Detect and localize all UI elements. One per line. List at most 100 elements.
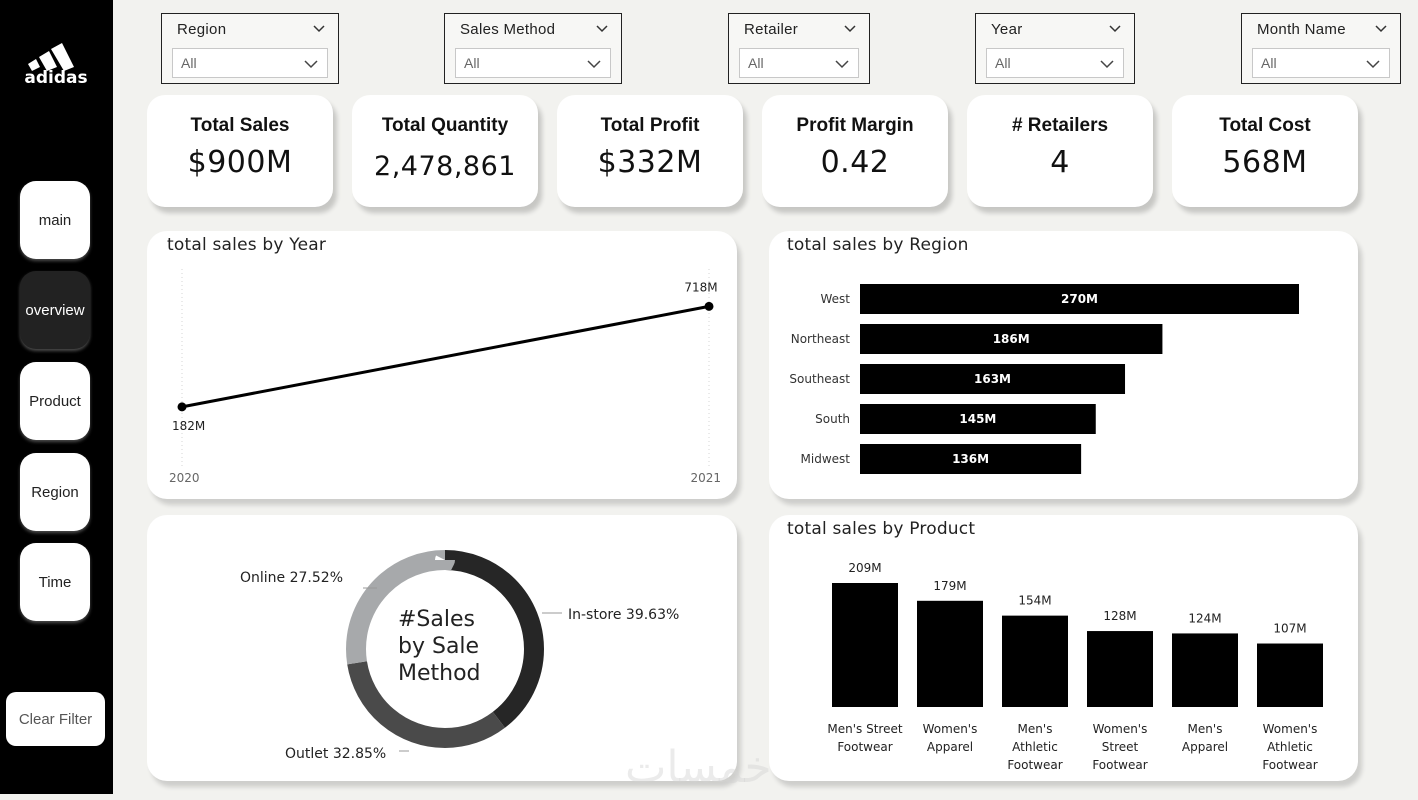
kpi-label: # Retailers	[1011, 115, 1109, 136]
nav-main-button[interactable]: main	[20, 181, 90, 259]
product-bar-value-label: 128M	[1103, 609, 1136, 623]
data-point-2021	[704, 301, 714, 311]
product-bar-value-label: 154M	[1018, 594, 1051, 608]
kpi-label: Total Quantity	[381, 115, 509, 136]
chevron-down-icon[interactable]	[843, 22, 857, 36]
region-bar-west	[860, 284, 1299, 314]
slicer-year: Year All	[975, 13, 1135, 84]
watermark-text: خمسات	[625, 742, 772, 793]
chevron-down-icon	[1100, 60, 1114, 69]
kpi-value: 0.42	[820, 145, 890, 180]
region-bar-value-label: 136M	[952, 452, 989, 466]
product-bar-value-label: 124M	[1188, 611, 1221, 625]
slicer-title: Region	[177, 21, 227, 38]
kpi-total-profit: Total Profit $332M	[557, 95, 743, 207]
nav-region-button[interactable]: Region	[20, 453, 90, 531]
region-category-label: Midwest	[801, 452, 851, 466]
product-category-label: Footwear	[837, 740, 892, 754]
slicer-dropdown[interactable]: All	[172, 48, 328, 78]
sales-by-method-chart: In-store 39.63% Outlet 32.85% Online 27.52…	[240, 550, 679, 762]
adidas-logo: adidas	[22, 40, 90, 88]
chevron-down-icon[interactable]	[312, 22, 326, 36]
product-bar	[1087, 631, 1153, 707]
sales-by-region-chart: West 270M Northeast 186M Southeast 163M South 1…	[789, 284, 1299, 474]
chevron-down-icon	[835, 60, 849, 69]
nav-overview-button[interactable]: overview	[20, 271, 90, 349]
chevron-down-icon	[304, 60, 318, 69]
sidebar-nav: adidas main overview Product Region Time…	[0, 0, 113, 794]
kpi-label: Total Cost	[1219, 115, 1311, 136]
chevron-down-icon	[1366, 60, 1380, 69]
region-bar-northeast	[860, 324, 1163, 354]
slicer-value: All	[748, 55, 764, 71]
product-category-label: Apparel	[1182, 740, 1228, 754]
kpi-retailers: # Retailers 4	[967, 95, 1153, 207]
slicer-title: Retailer	[744, 21, 799, 38]
slicer-value: All	[464, 55, 480, 71]
slice-label: In-store 39.63%	[568, 607, 679, 623]
x-tick-label: 2020	[169, 471, 200, 485]
region-bar-south	[860, 404, 1096, 434]
product-category-label: Men's	[1188, 722, 1223, 736]
sales-by-year-card: total sales by Year 182M 2020 718M 2021	[147, 231, 737, 499]
sales-by-product-card: total sales by Product 209M Men's Street F…	[769, 515, 1358, 781]
region-bar-southeast	[860, 364, 1126, 394]
product-category-label: Footwear	[1092, 758, 1147, 772]
chevron-down-icon	[587, 60, 601, 69]
slicer-dropdown[interactable]: All	[986, 48, 1124, 78]
donut-center-label: by Sale	[398, 634, 479, 659]
sales-by-year-chart: 182M 2020 718M 2021	[169, 269, 721, 485]
donut-slice-online	[346, 550, 544, 748]
donut-center-label: #Sales	[398, 607, 475, 632]
slicer-value: All	[181, 55, 197, 71]
product-category-label: Apparel	[927, 740, 973, 754]
product-bar-value-label: 209M	[848, 561, 881, 575]
slicer-dropdown[interactable]: All	[1252, 48, 1390, 78]
kpi-total-cost: Total Cost 568M	[1172, 95, 1358, 207]
region-category-label: Northeast	[791, 332, 851, 346]
product-category-label: Street	[1102, 740, 1139, 754]
nav-time-button[interactable]: Time	[20, 543, 90, 621]
data-point-2020	[177, 402, 187, 412]
product-bar	[832, 583, 898, 707]
kpi-value: 568M	[1222, 145, 1308, 180]
slicer-value: All	[995, 55, 1011, 71]
chart-title: total sales by Region	[787, 235, 969, 255]
chevron-down-icon[interactable]	[1108, 22, 1122, 36]
product-bar	[1257, 643, 1323, 707]
donut-center-label: Method	[398, 661, 481, 686]
sales-by-product-chart: 209M Men's Street Footwear 179M Women's Appar…	[827, 561, 1323, 772]
chevron-down-icon[interactable]	[1374, 22, 1388, 36]
kpi-total-sales: Total Sales $900M	[147, 95, 333, 207]
slicer-value: All	[1261, 55, 1277, 71]
kpi-value: 2,478,861	[374, 151, 516, 182]
region-category-label: Southeast	[789, 372, 850, 386]
product-category-label: Women's	[1093, 722, 1148, 736]
slicer-sales-method: Sales Method All	[444, 13, 622, 84]
kpi-total-quantity: Total Quantity 2,478,861	[352, 95, 538, 207]
slicer-title: Year	[991, 21, 1023, 38]
kpi-value: 4	[1050, 145, 1070, 180]
slicer-dropdown[interactable]: All	[455, 48, 611, 78]
region-bar-value-label: 270M	[1061, 292, 1098, 306]
data-label: 718M	[684, 280, 717, 294]
slice-label: Outlet 32.85%	[285, 746, 386, 762]
slicer-title: Sales Method	[460, 21, 556, 38]
chart-title: total sales by Product	[787, 519, 976, 539]
slicer-month-name: Month Name All	[1241, 13, 1401, 84]
kpi-label: Total Profit	[600, 115, 700, 136]
product-category-label: Footwear	[1007, 758, 1062, 772]
slicer-dropdown[interactable]: All	[739, 48, 859, 78]
chevron-down-icon[interactable]	[595, 22, 609, 36]
clear-filter-button[interactable]: Clear Filter	[6, 692, 105, 746]
product-bar-value-label: 107M	[1273, 622, 1306, 636]
line-series-total-sales	[181, 304, 710, 409]
nav-product-button[interactable]: Product	[20, 362, 90, 440]
sales-by-region-card: total sales by Region West 270M Northeast 1…	[769, 231, 1358, 499]
donut-slice-outlet	[346, 550, 544, 748]
kpi-value: $900M	[187, 145, 293, 180]
region-bar-value-label: 145M	[959, 412, 996, 426]
region-bar-value-label: 186M	[993, 332, 1030, 346]
region-category-label: West	[820, 292, 850, 306]
region-bar-value-label: 163M	[974, 372, 1011, 386]
